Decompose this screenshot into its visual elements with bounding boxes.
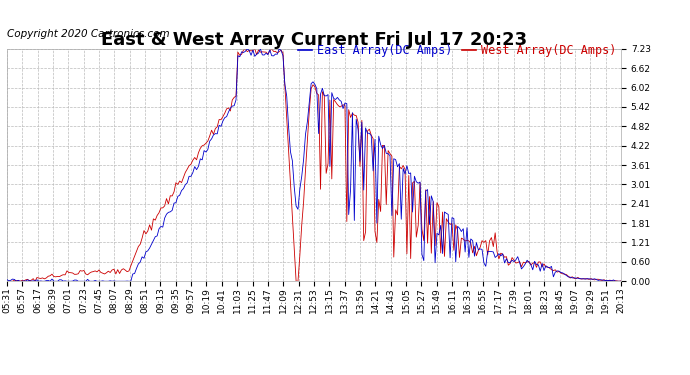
Title: East & West Array Current Fri Jul 17 20:23: East & West Array Current Fri Jul 17 20:… <box>101 31 527 49</box>
Text: Copyright 2020 Cartronics.com: Copyright 2020 Cartronics.com <box>7 30 170 39</box>
Legend: East Array(DC Amps), West Array(DC Amps): East Array(DC Amps), West Array(DC Amps) <box>293 39 621 62</box>
